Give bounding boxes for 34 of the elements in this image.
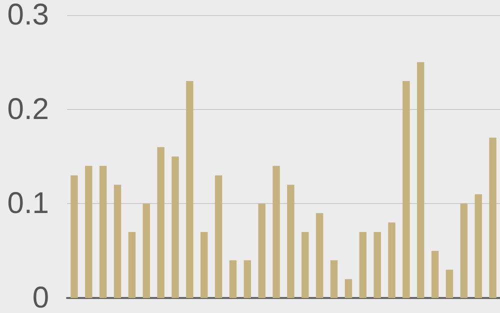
bar xyxy=(157,147,164,298)
bar xyxy=(489,138,496,298)
bar xyxy=(258,204,266,298)
bar xyxy=(302,232,309,298)
bar xyxy=(287,184,294,298)
bar xyxy=(474,194,482,298)
bar xyxy=(186,81,194,298)
bar xyxy=(172,156,179,298)
bar xyxy=(359,232,366,298)
y-tick-label: 0.3 xyxy=(7,0,49,32)
bar xyxy=(460,204,468,298)
bar xyxy=(330,260,338,298)
bar xyxy=(99,166,107,298)
bar xyxy=(200,232,208,298)
y-tick-label: 0.1 xyxy=(7,187,49,220)
bar xyxy=(402,81,410,298)
bar xyxy=(316,213,324,298)
bar xyxy=(142,204,150,298)
bar xyxy=(85,166,92,298)
bar xyxy=(431,250,439,298)
bar xyxy=(214,175,222,298)
y-tick-label: 0.2 xyxy=(7,92,49,126)
bar xyxy=(114,184,122,298)
bar xyxy=(344,279,352,298)
bar xyxy=(417,62,424,298)
bar xyxy=(128,232,136,298)
bar xyxy=(388,222,396,298)
y-tick-label: 0 xyxy=(32,282,49,313)
bar xyxy=(229,260,237,298)
bar xyxy=(244,260,252,298)
bar xyxy=(446,270,454,298)
bar xyxy=(374,232,381,298)
bar xyxy=(70,175,78,298)
bar xyxy=(272,166,280,298)
